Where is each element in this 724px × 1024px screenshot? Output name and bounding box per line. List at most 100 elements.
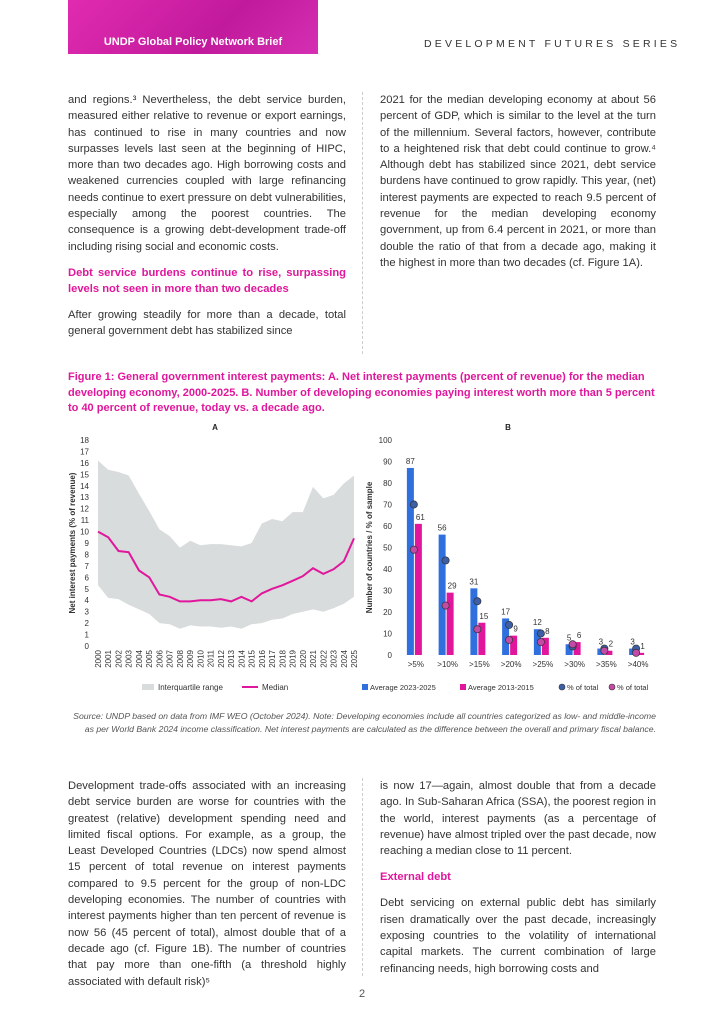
dot-pct-total-2013-2015 xyxy=(568,640,577,649)
y-tick-label: 5 xyxy=(85,585,90,594)
legend-swatch-pct-total-pink xyxy=(608,683,616,691)
legend-label-pct-total: % of total xyxy=(567,683,599,692)
data-label-2023-2025: 17 xyxy=(501,607,510,616)
data-label-2023-2025: 12 xyxy=(533,618,542,627)
bar-2023-2025 xyxy=(565,644,573,655)
x-tick-label: >35% xyxy=(596,660,617,669)
y-tick-label: 90 xyxy=(383,458,392,467)
x-tick-label: 2008 xyxy=(176,649,185,667)
x-tick-label: 2018 xyxy=(278,649,287,667)
legend-swatch-2023-2025 xyxy=(362,684,368,690)
x-tick-label: >40% xyxy=(628,660,649,669)
y-tick-label: 30 xyxy=(383,587,392,596)
page-number: 2 xyxy=(358,988,366,1000)
bar-2023-2025 xyxy=(502,618,510,655)
y-tick-label: 15 xyxy=(80,470,89,479)
panel-label-a: A xyxy=(212,423,218,432)
x-tick-label: 2004 xyxy=(135,649,144,667)
bar-2013-2015 xyxy=(414,523,422,655)
x-tick-label: 2001 xyxy=(104,649,113,667)
dot-pct-total-2013-2015 xyxy=(536,638,545,647)
data-label-2023-2025: 5 xyxy=(567,633,572,642)
y-tick-label: 13 xyxy=(80,493,89,502)
bar-2013-2015 xyxy=(478,622,486,655)
top-left-column: and regions.³ Nevertheless, the debt ser… xyxy=(68,92,346,350)
bar-2013-2015 xyxy=(605,650,613,655)
y-tick-label: 10 xyxy=(383,630,392,639)
x-tick-label: >15% xyxy=(469,660,490,669)
x-tick-label: 2022 xyxy=(319,649,328,667)
y-tick-label: 40 xyxy=(383,565,392,574)
y-tick-label: 100 xyxy=(379,436,393,445)
y-tick-label: 17 xyxy=(80,447,89,456)
dot-pct-total-2013-2015 xyxy=(632,648,641,657)
column-divider xyxy=(362,92,363,354)
x-tick-label: 2010 xyxy=(196,649,205,667)
bar-2023-2025 xyxy=(438,534,446,655)
paragraph: is now 17—again, almost double that from… xyxy=(380,780,656,858)
data-label-2023-2025: 87 xyxy=(406,457,415,466)
x-tick-label: 2019 xyxy=(289,649,298,667)
x-tick-label: 2024 xyxy=(340,649,349,667)
y-tick-label: 1 xyxy=(85,631,90,640)
dot-pct-total-2013-2015 xyxy=(600,646,609,655)
y-tick-label: 16 xyxy=(80,459,89,468)
data-label-2013-2015: 29 xyxy=(448,582,457,591)
x-tick-label: 2013 xyxy=(227,649,236,667)
y-tick-label: 4 xyxy=(85,596,90,605)
data-label-2013-2015: 15 xyxy=(479,612,488,621)
x-tick-label: 2016 xyxy=(258,649,267,667)
x-tick-label: 2011 xyxy=(207,649,216,667)
x-tick-label: 2002 xyxy=(114,649,123,667)
paragraph: 2021 for the median developing economy a… xyxy=(380,94,656,269)
y-tick-label: 0 xyxy=(388,651,393,660)
series-title: DEVELOPMENT FUTURES SERIES xyxy=(424,38,681,50)
data-label-2023-2025: 56 xyxy=(438,524,447,533)
data-label-2013-2015: 1 xyxy=(640,642,645,651)
y-tick-label: 70 xyxy=(383,501,392,510)
bar-2023-2025 xyxy=(406,467,414,655)
figure-source: Source: UNDP based on data from IMF WEO … xyxy=(73,711,656,734)
paragraph: and regions.³ Nevertheless, the debt ser… xyxy=(68,94,346,253)
legend-label-median: Median xyxy=(262,683,288,692)
legend-label-pct-total: % of total xyxy=(617,683,649,692)
x-tick-label: 2015 xyxy=(248,649,257,667)
x-tick-label: 2023 xyxy=(330,649,339,667)
y-tick-label: 60 xyxy=(383,522,392,531)
x-tick-label: 2012 xyxy=(217,649,226,667)
y-axis-label: Net interest payments (% of revenue) xyxy=(68,472,77,613)
bottom-right-column: is now 17—again, almost double that from… xyxy=(380,778,656,987)
x-tick-label: >10% xyxy=(437,660,458,669)
x-tick-label: 2025 xyxy=(350,649,359,667)
x-tick-label: 2000 xyxy=(94,649,103,667)
legend-swatch-iqr xyxy=(142,684,154,690)
legend-swatch-2013-2015 xyxy=(460,684,466,690)
y-tick-label: 20 xyxy=(383,608,392,617)
dot-pct-total-2013-2015 xyxy=(409,545,418,554)
x-tick-label: >20% xyxy=(501,660,522,669)
legend-label-2013-2015: Average 2013-2015 xyxy=(468,683,534,692)
bar-2013-2015 xyxy=(446,592,454,655)
dot-pct-total-2023-2025 xyxy=(473,597,482,606)
median-line xyxy=(97,530,355,603)
panel-label-b: B xyxy=(505,423,511,432)
x-tick-label: >5% xyxy=(408,660,424,669)
bar-2013-2015 xyxy=(510,635,518,655)
x-tick-label: 2009 xyxy=(186,649,195,667)
brief-banner: UNDP Global Policy Network Brief xyxy=(68,0,318,54)
y-tick-label: 50 xyxy=(383,544,392,553)
x-tick-label: 2007 xyxy=(166,649,175,667)
dot-pct-total-2023-2025 xyxy=(441,556,450,565)
x-tick-label: 2003 xyxy=(125,649,134,667)
data-label-2013-2015: 61 xyxy=(416,513,425,522)
legend-label-iqr: Interquartile range xyxy=(158,683,223,692)
chart-b: B 0 10 20 30 40 50 60 70 80 90 100 Number of countri… xyxy=(362,423,649,692)
y-tick-label: 6 xyxy=(85,573,90,582)
top-right-column: 2021 for the median developing economy a… xyxy=(380,92,656,281)
dot-pct-total-2013-2015 xyxy=(473,625,482,634)
x-tick-label: 2017 xyxy=(268,649,277,667)
brief-label: UNDP Global Policy Network Brief xyxy=(103,36,283,48)
data-label-2013-2015: 6 xyxy=(577,631,582,640)
y-tick-label: 8 xyxy=(85,550,90,559)
